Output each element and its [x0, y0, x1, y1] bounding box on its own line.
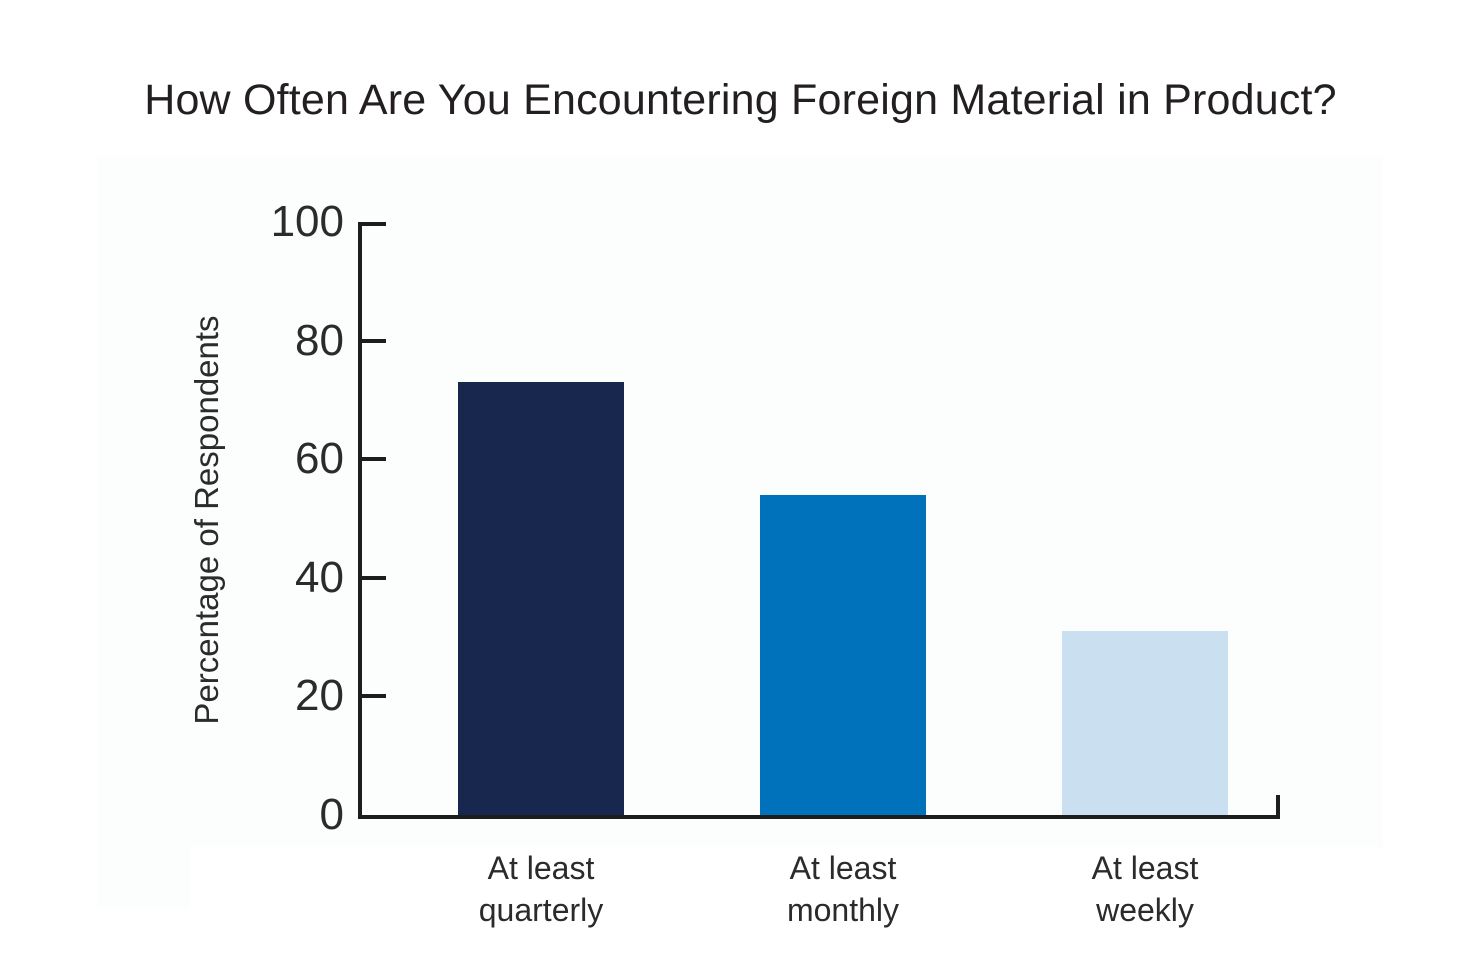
x-axis-end-tick: [1276, 795, 1280, 815]
x-axis-label-2: At least monthly: [786, 850, 900, 928]
plot-area: 0 20 40 60 80 100 At least quarterly At least …: [271, 197, 1280, 928]
y-axis-tick-mark: [362, 694, 386, 699]
bar-1: [458, 382, 624, 815]
y-axis-tick-mark: [362, 575, 386, 580]
y-axis-tick-label: 40: [295, 552, 344, 602]
y-axis-title: Percentage of Respondents: [188, 315, 225, 725]
bar-2: [760, 494, 926, 815]
y-axis-tick-label: 20: [295, 671, 344, 721]
y-axis-tick-label: 80: [295, 315, 344, 365]
y-axis-tick-mark: [362, 338, 386, 343]
x-axis-label-1: At least quarterly: [478, 850, 604, 928]
y-axis-tick-mark: [362, 222, 386, 226]
chart-background-panel-notch: [97, 847, 190, 908]
y-axis-tick-label: 0: [319, 790, 344, 839]
y-axis-tick-label: 100: [270, 197, 344, 246]
y-axis-tick-label: 60: [295, 434, 344, 484]
x-axis-label-3: At least weekly: [1091, 850, 1199, 928]
chart-title: How Often Are You Encountering Foreign M…: [144, 76, 1337, 124]
bar-3: [1062, 631, 1228, 815]
y-axis-tick-mark: [362, 457, 386, 462]
